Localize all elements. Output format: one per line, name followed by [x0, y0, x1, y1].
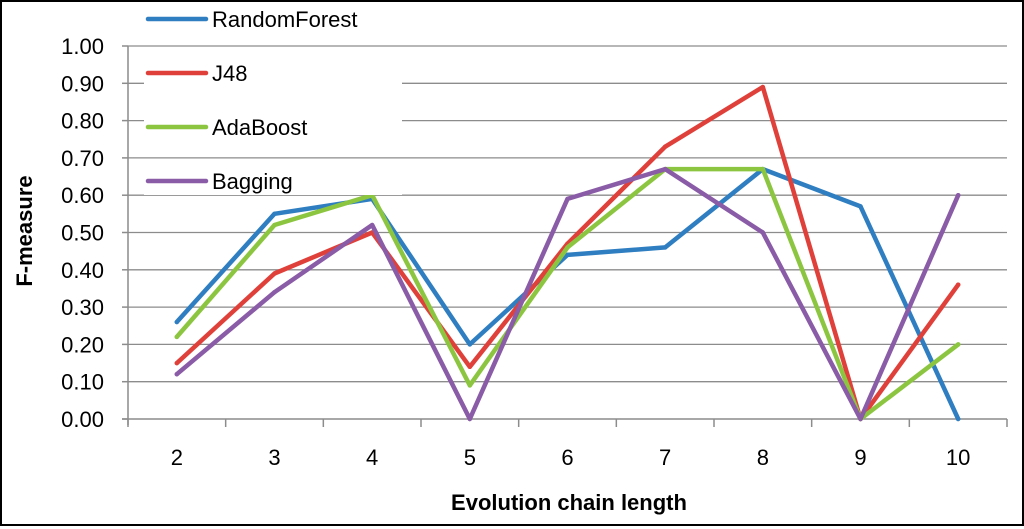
data-point	[467, 342, 473, 347]
legend: RandomForest J48 AdaBoost Bagging	[144, 5, 402, 195]
x-tick-labels: 2 3 4 5 6 7 8 9 10	[171, 445, 971, 470]
data-point	[955, 282, 961, 287]
y-tick-label: 0.70	[61, 146, 104, 171]
legend-label: AdaBoost	[212, 115, 307, 140]
data-point	[174, 319, 180, 325]
gridlines	[128, 45, 1007, 383]
data-point	[760, 230, 766, 235]
data-point	[467, 364, 473, 369]
data-point	[565, 196, 570, 202]
y-tick-label: 0.10	[61, 370, 104, 395]
y-tick-labels: 0.00 0.10 0.20 0.30 0.40 0.50 0.60 0.70 0.80 0.90…	[61, 34, 104, 432]
x-tick-label: 10	[946, 445, 970, 470]
data-point	[955, 416, 961, 422]
legend-label: J48	[212, 61, 247, 86]
data-point	[662, 144, 668, 149]
y-tick-label: 0.40	[61, 258, 104, 283]
y-tick-label: 0.20	[61, 332, 104, 357]
x-tick-label: 3	[268, 445, 280, 470]
data-point	[858, 416, 863, 422]
x-tick-label: 2	[171, 445, 183, 470]
x-tick-label: 7	[659, 445, 671, 470]
y-tick-label: 1.00	[61, 34, 104, 59]
y-tick-label: 0.30	[61, 295, 104, 320]
y-axis-title: F-measure	[12, 175, 37, 286]
x-tick-label: 9	[854, 445, 866, 470]
data-point	[272, 271, 277, 276]
data-point	[662, 166, 668, 172]
data-point	[174, 334, 180, 340]
legend-label: Bagging	[212, 169, 293, 194]
data-point	[174, 360, 180, 366]
x-tick-label: 6	[561, 445, 573, 470]
data-point	[369, 222, 375, 228]
data-point	[858, 204, 863, 209]
y-tick-label: 0.90	[61, 71, 104, 96]
data-point	[467, 416, 473, 422]
y-tick-label: 0.60	[61, 183, 104, 208]
data-point	[174, 372, 180, 377]
data-point	[467, 383, 473, 388]
data-point	[662, 245, 668, 250]
data-point	[760, 84, 766, 90]
x-axis-title: Evolution chain length	[451, 490, 687, 515]
data-point	[955, 342, 961, 347]
x-tick-label: 4	[366, 445, 378, 470]
data-point	[272, 211, 277, 217]
data-point	[565, 252, 570, 258]
data-point	[565, 245, 570, 250]
data-point	[272, 289, 277, 295]
data-point	[760, 166, 766, 172]
x-tick-label: 8	[757, 445, 769, 470]
y-tick-label: 0.00	[61, 407, 104, 432]
legend-label: RandomForest	[212, 7, 358, 32]
data-point	[955, 193, 961, 198]
y-tick-label: 0.50	[61, 221, 104, 246]
data-point	[272, 222, 277, 228]
x-tick-label: 5	[464, 445, 476, 470]
series-lines	[174, 84, 961, 422]
y-tick-label: 0.80	[61, 109, 104, 134]
